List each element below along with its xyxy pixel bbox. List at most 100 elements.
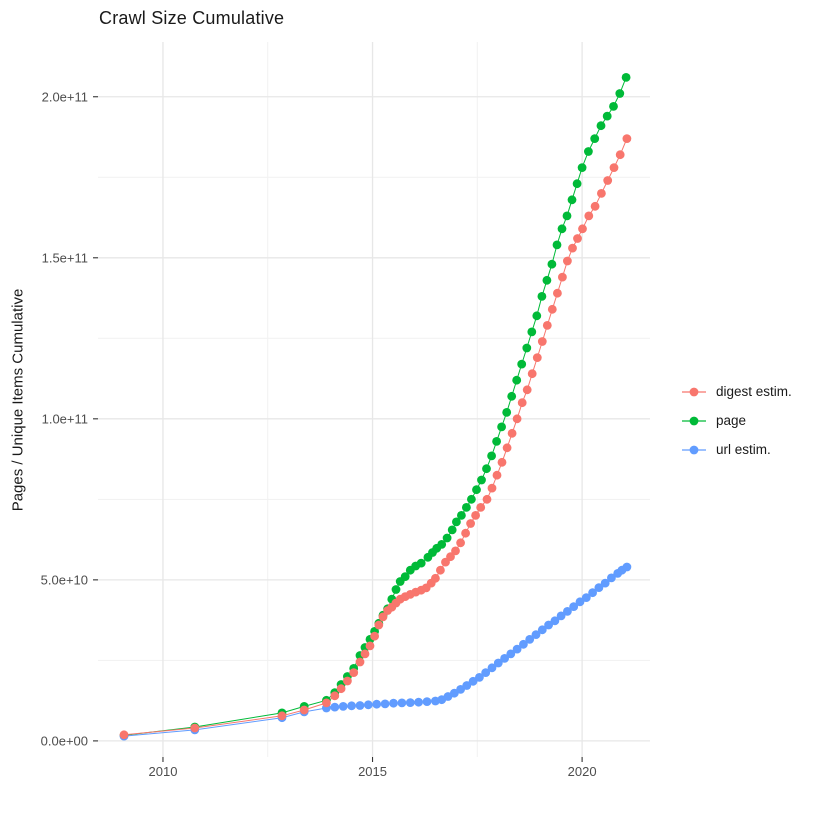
data-point — [360, 649, 370, 659]
data-point — [517, 359, 527, 369]
data-point — [544, 620, 553, 630]
series-line-digest-estim- — [123, 138, 628, 736]
data-point — [532, 311, 542, 321]
legend: digest estim. page url estim. — [681, 377, 792, 464]
data-point — [462, 681, 472, 690]
legend-entry-page: page — [681, 406, 792, 435]
data-point — [277, 711, 287, 721]
data-point — [522, 385, 532, 395]
data-point — [590, 201, 600, 211]
data-point — [462, 503, 471, 512]
x-tick-label: 2020 — [568, 764, 597, 779]
data-point — [621, 73, 631, 82]
data-point — [457, 511, 466, 520]
data-point — [542, 275, 552, 285]
data-point — [531, 630, 541, 639]
data-point — [449, 688, 459, 698]
data-point — [482, 494, 492, 504]
x-tick-label: 2015 — [358, 764, 387, 779]
data-point — [355, 657, 365, 667]
data-point — [380, 699, 390, 709]
data-point — [584, 147, 593, 156]
data-point — [588, 588, 597, 598]
data-point — [615, 89, 625, 98]
data-point — [532, 353, 542, 362]
data-point — [622, 562, 632, 572]
data-point — [602, 111, 612, 121]
data-point — [336, 684, 346, 694]
data-point — [493, 658, 503, 668]
legend-entry-url-estim: url estim. — [681, 435, 792, 464]
data-point — [363, 700, 373, 710]
data-point — [556, 611, 566, 621]
data-point — [370, 631, 379, 641]
data-point — [442, 533, 452, 543]
data-point — [446, 552, 455, 562]
data-point — [527, 327, 537, 337]
data-point — [400, 572, 410, 581]
data-point — [542, 321, 552, 330]
data-point — [414, 697, 423, 707]
data-point — [447, 525, 457, 535]
legend-key-url-icon — [682, 445, 706, 454]
legend-key-digest-icon — [682, 387, 706, 396]
data-point — [537, 337, 547, 346]
data-point — [507, 391, 517, 401]
data-point — [416, 558, 426, 568]
data-point — [506, 649, 516, 659]
data-point — [584, 211, 594, 221]
data-point — [397, 698, 407, 708]
legend-label: url estim. — [716, 442, 771, 457]
data-point — [365, 641, 375, 651]
data-point — [527, 369, 537, 379]
data-point — [467, 494, 476, 504]
data-point — [487, 663, 497, 673]
data-point — [522, 343, 532, 353]
data-point — [389, 698, 398, 708]
data-point — [547, 304, 557, 314]
data-point — [451, 546, 460, 556]
data-point — [575, 597, 585, 607]
data-point — [517, 398, 527, 408]
data-point — [537, 292, 547, 301]
data-point — [558, 272, 567, 282]
data-point — [487, 451, 496, 461]
legend-label: page — [716, 413, 747, 428]
data-point — [547, 259, 557, 269]
data-point — [512, 414, 522, 424]
data-point — [502, 408, 512, 417]
data-point — [500, 654, 509, 663]
data-point — [525, 635, 535, 644]
data-point — [374, 620, 384, 630]
data-point — [497, 457, 507, 467]
data-point — [436, 565, 445, 575]
data-point — [461, 528, 470, 538]
data-point — [609, 163, 619, 173]
data-point — [607, 573, 616, 583]
data-point — [492, 437, 501, 446]
data-point — [405, 698, 415, 707]
data-point — [492, 470, 502, 480]
data-point — [355, 701, 365, 710]
data-point — [330, 702, 340, 712]
y-tick-label: 1.0e+11 — [42, 411, 88, 426]
data-point — [476, 503, 486, 512]
y-tick-label: 1.5e+11 — [42, 250, 88, 265]
data-point — [452, 517, 461, 527]
data-point — [422, 697, 432, 706]
data-point — [437, 540, 447, 549]
data-point — [119, 730, 129, 740]
legend-label: digest estim. — [716, 384, 792, 399]
data-point — [573, 234, 582, 243]
data-point — [563, 607, 572, 616]
data-point — [519, 639, 528, 649]
data-point — [567, 195, 577, 205]
data-point — [622, 134, 632, 144]
data-point — [577, 163, 587, 173]
data-point — [477, 475, 486, 485]
data-point — [594, 583, 604, 592]
series-line-url-estim- — [123, 566, 628, 737]
data-point — [466, 519, 475, 528]
data-point — [487, 483, 497, 493]
